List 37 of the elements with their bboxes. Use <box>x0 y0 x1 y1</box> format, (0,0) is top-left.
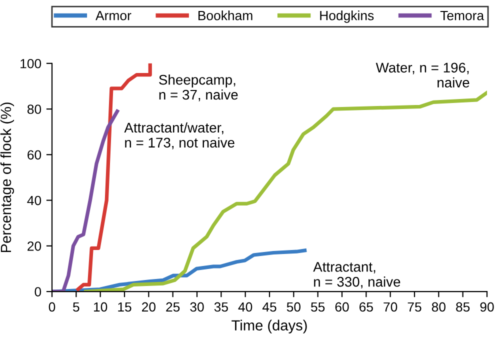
y-tick-label: 100 <box>20 58 42 68</box>
legend-label: Armor <box>96 11 132 20</box>
x-tick-label: 85 <box>456 302 470 312</box>
x-tick-label: 60 <box>335 302 349 312</box>
y-tick-label: 80 <box>27 104 42 114</box>
annotation: Water, n = 196, naive <box>376 62 470 88</box>
x-tick-label: 70 <box>384 302 398 312</box>
x-tick-label: 5 <box>73 302 80 312</box>
x-tick-label: 35 <box>214 302 228 312</box>
x-tick-label: 45 <box>262 302 276 312</box>
x-tick-label: 40 <box>238 302 252 312</box>
annotation: Attractant/water, n = 173, not naive <box>124 122 234 150</box>
line-series <box>84 91 487 292</box>
x-tick-label: 75 <box>408 302 422 312</box>
x-tick-label: 55 <box>311 302 325 312</box>
x-tick-label: 25 <box>166 302 180 312</box>
annotation: Sheepcamp, n = 37, naive <box>159 74 238 102</box>
x-tick-label: 15 <box>118 302 132 312</box>
y-axis-title: Percentage of flock (%) <box>0 102 14 252</box>
legend-label: Temora <box>440 11 484 20</box>
x-tick-label: 30 <box>190 302 204 312</box>
x-tick-label: 20 <box>142 302 156 312</box>
x-tick-label: 10 <box>94 302 108 312</box>
y-tick-label: 20 <box>28 241 42 251</box>
x-tick-label: 90 <box>480 302 494 312</box>
legend-label: Bookham <box>198 10 252 20</box>
line-series <box>52 110 120 292</box>
x-tick-label: 65 <box>360 302 373 312</box>
legend-label: Hodgkins <box>320 10 374 23</box>
y-tick-label: 40 <box>27 196 42 206</box>
annotation: Attractant, n = 330, naive <box>313 262 400 288</box>
x-tick-label: 80 <box>432 302 446 312</box>
y-tick-label: 60 <box>28 150 42 160</box>
x-axis-title: Time (days) <box>232 320 307 334</box>
x-tick-label: 0 <box>48 302 56 312</box>
x-tick-label: 50 <box>286 302 300 312</box>
y-tick-label: 0 <box>34 287 42 296</box>
